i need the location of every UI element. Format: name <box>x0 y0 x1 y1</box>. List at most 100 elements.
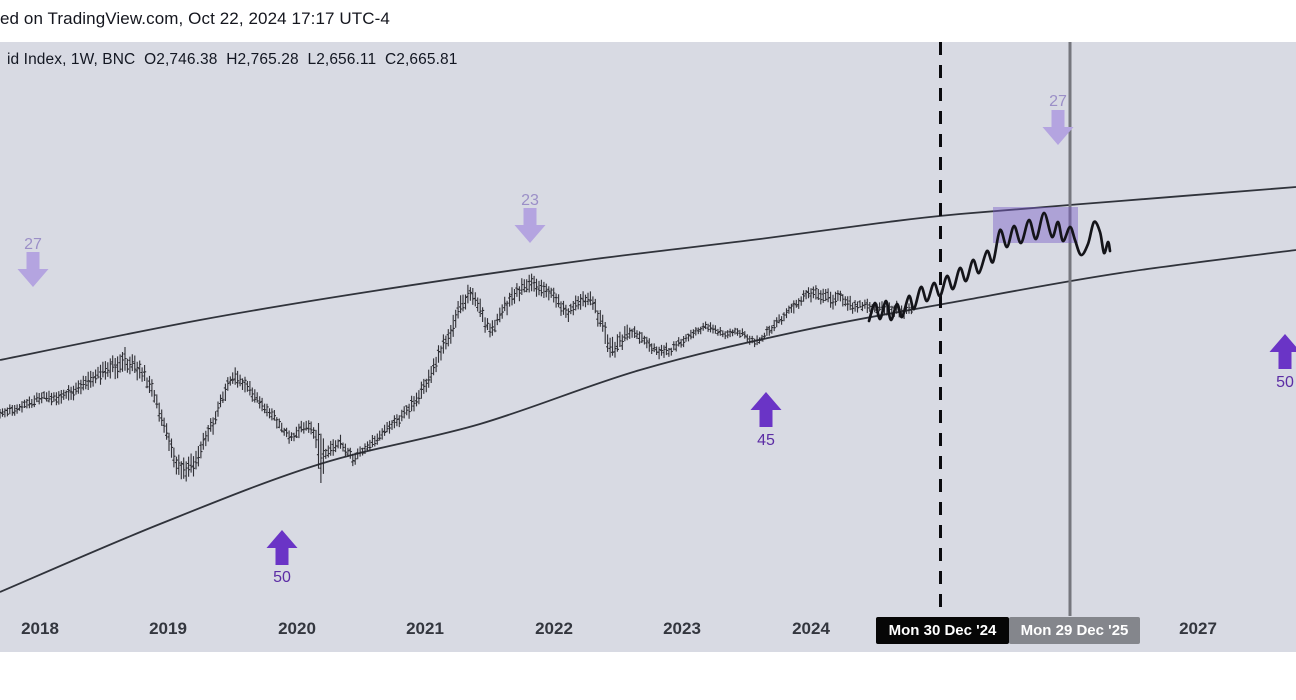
ohlc-bar <box>512 289 517 304</box>
ohlc-bar <box>706 323 710 332</box>
ohlc-bar <box>343 443 347 457</box>
year-label-2021: 2021 <box>406 619 444 638</box>
ohlc-bar <box>370 435 374 448</box>
ohlc-bar <box>620 334 624 350</box>
ohlc-bar <box>353 452 357 465</box>
ohlc-bar <box>89 370 93 388</box>
ohlc-bar <box>564 304 568 318</box>
down-arrow[interactable] <box>17 252 49 287</box>
ohlc-bar <box>593 298 597 314</box>
ohlc-bar <box>493 319 497 333</box>
ohlc-bar <box>155 394 159 409</box>
ohlc-bar <box>581 291 585 307</box>
ohlc-bar <box>402 406 406 419</box>
ohlc-bar <box>476 297 480 312</box>
ohlc-bar <box>610 336 615 356</box>
ohlc-bar <box>321 438 325 474</box>
ohlc-bar <box>549 287 553 298</box>
ohlc-bar <box>490 320 494 336</box>
ohlc-bar <box>64 390 68 399</box>
ohlc-bar <box>133 355 137 373</box>
ohlc-bar <box>427 369 431 388</box>
ohlc-bar <box>204 430 208 447</box>
ohlc-bar <box>116 356 120 379</box>
ohlc-bar <box>267 408 272 419</box>
ohlc-bar <box>579 294 583 310</box>
ohlc-bar <box>694 327 698 336</box>
ohlc-bar <box>772 319 776 332</box>
ohlc-bar <box>816 289 820 300</box>
ohlc-bar <box>169 438 174 458</box>
ohlc-bar <box>27 396 31 409</box>
ohlc-bar <box>765 326 769 336</box>
ohlc-bar <box>143 365 147 381</box>
chart-canvas[interactable] <box>0 42 1296 652</box>
ohlc-bar <box>637 331 642 344</box>
attribution-text: ed on TradingView.com, Oct 22, 2024 17:1… <box>0 9 390 28</box>
ohlc-bar <box>324 448 328 459</box>
ohlc-bar <box>821 288 825 303</box>
ohlc-bar <box>797 298 801 309</box>
ohlc-bar <box>395 414 399 427</box>
ohlc-bar <box>569 303 573 315</box>
ohlc-bar <box>855 301 860 313</box>
ohlc-bar <box>390 420 394 430</box>
up-arrow[interactable] <box>266 530 298 565</box>
symbol-ohlc-legend[interactable]: id Index, 1W, BNC O2,746.38 H2,765.28 L2… <box>7 51 458 68</box>
ohlc-bar <box>125 358 129 373</box>
ohlc-bar <box>608 337 612 358</box>
date-crosshair-label-1: Mon 30 Dec '24 <box>876 617 1009 644</box>
upper-trendline[interactable] <box>0 186 1296 361</box>
ohlc-bar <box>218 394 223 408</box>
ohlc-bar <box>441 334 445 354</box>
up-arrow[interactable] <box>750 392 782 427</box>
ohlc-bar <box>588 291 592 306</box>
ohlc-bar <box>451 314 455 337</box>
ohlc-bar <box>294 426 298 438</box>
ohlc-bar <box>94 369 98 384</box>
ohlc-bar <box>209 418 213 432</box>
ohlc-bar <box>814 285 818 300</box>
ohlc-bar <box>544 283 548 298</box>
ohlc-bar <box>165 423 169 440</box>
ohlc-bar <box>652 343 656 353</box>
ohlc-bar <box>160 409 164 426</box>
ohlc-bar <box>740 328 744 337</box>
ohlc-bar <box>108 358 112 379</box>
ohlc-bar <box>49 392 54 406</box>
ohlc-bar <box>640 332 644 343</box>
ohlc-bar <box>851 302 855 314</box>
ohlc-bar <box>806 287 811 299</box>
ohlc-bar <box>434 356 438 373</box>
ohlc-bar <box>236 370 240 388</box>
down-arrow[interactable] <box>514 208 546 243</box>
year-label-2019: 2019 <box>149 619 187 638</box>
up-arrow[interactable] <box>1269 334 1296 369</box>
ohlc-bar <box>846 296 850 311</box>
ohlc-bar <box>101 361 105 378</box>
ohlc-bar <box>576 296 580 310</box>
ohlc-bar <box>542 281 546 298</box>
ohlc-bar <box>0 409 2 419</box>
ohlc-bar <box>701 322 705 331</box>
ohlc-bar <box>326 445 330 458</box>
ohlc-bar <box>221 391 225 403</box>
ohlc-bar <box>15 404 19 414</box>
year-label-2018: 2018 <box>21 619 59 638</box>
ohlc-bar <box>853 300 857 312</box>
ohlc-bar <box>243 376 247 393</box>
ohlc-bar <box>439 345 443 361</box>
ohlc-bar <box>140 367 144 382</box>
ohlc-bar <box>91 371 95 387</box>
ohlc-bar <box>260 397 264 412</box>
ohlc-bar <box>461 294 465 312</box>
ohlc-bar <box>285 427 289 438</box>
down-arrow[interactable] <box>1042 110 1074 145</box>
projection-squiggle[interactable] <box>867 211 1112 323</box>
arrow-count-label: 27 <box>24 236 42 253</box>
ohlc-bar <box>547 286 551 301</box>
ohlc-bar <box>645 336 649 349</box>
ohlc-bar <box>191 456 196 477</box>
lower-trendline[interactable] <box>0 249 1296 593</box>
ohlc-bar <box>414 392 419 407</box>
